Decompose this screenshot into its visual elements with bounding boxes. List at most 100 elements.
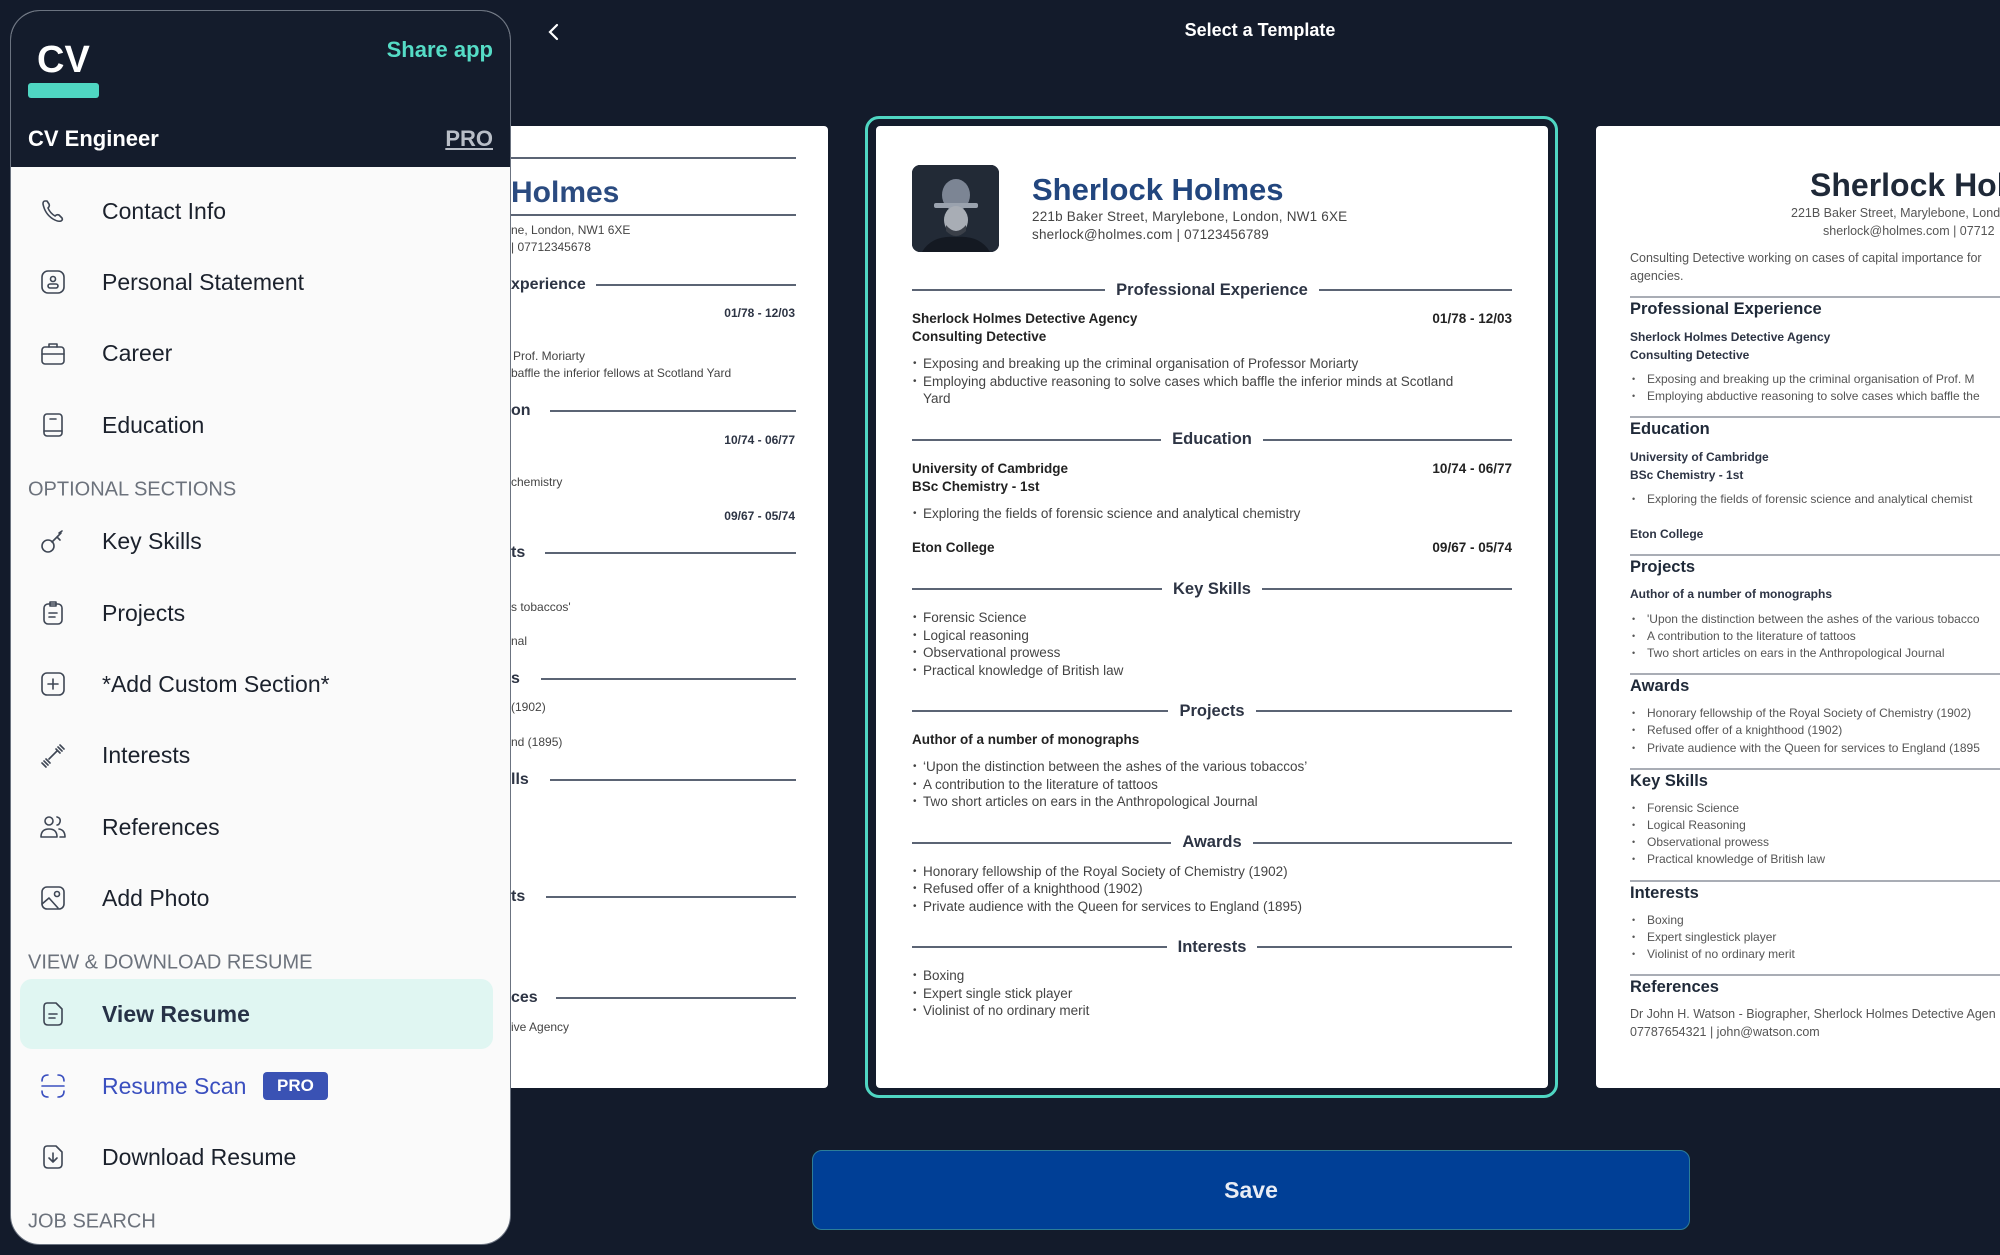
dumbbell-icon — [41, 744, 65, 768]
selected-template-border[interactable] — [865, 116, 1558, 1098]
school: University of Cambridge — [1630, 450, 1769, 465]
scan-icon — [41, 1074, 65, 1098]
summary: agencies. — [1630, 268, 1684, 283]
sidebar-item-label: Career — [102, 339, 173, 366]
download-icon — [43, 1145, 63, 1169]
sidebar-item-label: Resume Scan — [102, 1072, 247, 1099]
bullet: Exploring the fields of forensic science… — [912, 505, 1512, 523]
section-heading: s — [511, 670, 520, 687]
bullet: Expert singlestick player — [1630, 929, 2000, 946]
bullet: Logical Reasoning — [1630, 817, 2000, 834]
sidebar-item-contact-info[interactable]: Contact Info — [20, 176, 493, 246]
bullet: Practical knowledge of British law — [1630, 851, 2000, 868]
dates: 09/67 - 05/74 — [1432, 540, 1512, 555]
sidebar-item-key-skills[interactable]: Key Skills — [20, 506, 493, 576]
section-projects: Projects Author of a number of monograph… — [912, 700, 1512, 811]
bullet: ‘Upon the distinction between the ashes … — [912, 758, 1512, 776]
bullet-text: nal — [511, 634, 528, 648]
sidebar-item-label: View Resume — [102, 1000, 250, 1027]
clipboard-icon — [43, 601, 63, 625]
bullet: Practical knowledge of British law — [912, 662, 1512, 680]
section-label-view-download: VIEW & DOWNLOAD RESUME — [28, 951, 313, 974]
section-heading: Education — [1630, 420, 1710, 439]
phone-icon — [42, 200, 64, 223]
bullet-text: ive Agency — [511, 1020, 570, 1034]
share-app-link[interactable]: Share app — [386, 37, 493, 62]
sidebar-item-references[interactable]: References — [20, 792, 493, 862]
company: Sherlock Holmes Detective Agency — [1630, 330, 1831, 344]
section-education: Education University of Cambridge 10/74 -… — [912, 429, 1513, 558]
sidebar-item-personal-statement[interactable]: Personal Statement — [20, 247, 493, 317]
bullet: Two short articles on ears in the Anthro… — [1630, 645, 2000, 662]
back-chevron-icon[interactable] — [540, 18, 568, 46]
bullet: Private audience with the Queen for serv… — [1630, 740, 2000, 757]
bullet: Two short articles on ears in the Anthro… — [912, 793, 1512, 811]
company: Sherlock Holmes Detective Agency — [912, 311, 1138, 326]
bullet: Expert single stick player — [912, 985, 1512, 1003]
key-icon — [41, 530, 63, 553]
bullet: Violinist of no ordinary merit — [1630, 946, 2000, 963]
sidebar: CV Share app CV Engineer PRO Contact Inf… — [10, 10, 511, 1245]
sidebar-item-add-photo[interactable]: Add Photo — [20, 863, 493, 933]
bullet: A contribution to the literature of tatt… — [912, 776, 1512, 794]
sidebar-item-career[interactable]: Career — [20, 318, 493, 388]
bullet: Refused offer of a knighthood (1902) — [912, 880, 1512, 898]
save-button[interactable]: Save — [812, 1150, 1690, 1230]
section-label-optional: OPTIONAL SECTIONS — [28, 478, 237, 501]
sidebar-item-add-custom-section[interactable]: *Add Custom Section* — [20, 649, 493, 719]
sidebar-item-interests[interactable]: Interests — [20, 720, 493, 790]
sidebar-item-download-resume[interactable]: Download Resume — [20, 1122, 493, 1192]
project-title: Author of a number of monographs — [912, 732, 1140, 747]
section-awards: Awards Honorary fellowship of the Royal … — [912, 832, 1512, 916]
section-heading: on — [511, 402, 531, 419]
section-label-job-search: JOB SEARCH — [28, 1210, 156, 1233]
template-card-selected[interactable]: Sherlock Holmes 221b Baker Street, Maryl… — [876, 126, 1548, 1088]
dates: 01/78 - 12/03 — [1432, 311, 1512, 326]
resume-contact: | 07712345678 — [511, 240, 591, 254]
bullet: Private audience with the Queen for serv… — [912, 898, 1512, 916]
sidebar-item-education[interactable]: Education — [20, 390, 493, 460]
bullet: Forensic Science — [1630, 800, 2000, 817]
degree: BSc Chemistry - 1st — [912, 478, 1040, 494]
image-icon — [41, 886, 65, 910]
person-card-icon — [41, 270, 65, 294]
resume-name: Holmes — [511, 176, 620, 209]
date: 01/78 - 12/03 — [724, 306, 795, 320]
section-heading: ts — [511, 544, 526, 561]
section-heading: lls — [511, 771, 529, 788]
resume-name: Sherlock Holm — [1810, 167, 2000, 203]
bullet: Forensic Science — [912, 609, 1512, 627]
sidebar-item-label: *Add Custom Section* — [102, 670, 330, 697]
section-heading: Key Skills — [1173, 579, 1251, 598]
dates: 10/74 - 06/77 — [1432, 460, 1512, 476]
role: Consulting Detective — [912, 329, 1047, 344]
section-interests: Interests Boxing Expert single stick pla… — [912, 936, 1512, 1020]
sidebar-item-label: Contact Info — [102, 197, 227, 224]
date: 09/67 - 05/74 — [724, 509, 795, 523]
sidebar-item-projects[interactable]: Projects — [20, 578, 493, 648]
template-card-right[interactable]: Sherlock Holm 221B Baker Street, Maryleb… — [1596, 126, 2000, 1088]
app-name: CV Engineer — [28, 126, 159, 151]
bullet: Logical reasoning — [912, 627, 1512, 645]
bullet-text: baffle the inferior fellows at Scotland … — [511, 366, 732, 380]
sidebar-item-label: Add Photo — [102, 884, 210, 911]
app-logo: CV — [37, 39, 90, 81]
section-heading: Professional Experience — [1116, 280, 1308, 299]
section-heading: Professional Experience — [1630, 300, 1822, 318]
sidebar-item-label: References — [102, 813, 220, 840]
pro-link[interactable]: PRO — [445, 126, 493, 151]
bullet: A contribution to the literature of tatt… — [1630, 628, 2000, 645]
summary: Consulting Detective working on cases of… — [1630, 251, 1982, 265]
section-experience: Professional Experience Sherlock Holmes … — [912, 279, 1513, 408]
sidebar-item-label: Key Skills — [102, 527, 202, 554]
section-heading: ts — [511, 888, 526, 905]
resume-name: Sherlock Holmes — [1032, 172, 1284, 207]
bullet: Honorary fellowship of the Royal Society… — [1630, 705, 2000, 722]
bullet-text: s tobaccos' — [511, 600, 571, 614]
bullet: 'Upon the distinction between the ashes … — [1630, 611, 2000, 628]
sidebar-item-view-resume[interactable]: View Resume — [20, 979, 493, 1049]
section-heading: Key Skills — [1630, 771, 1708, 790]
bullet-text: Prof. Moriarty — [513, 349, 586, 363]
section-heading: Education — [1172, 430, 1252, 448]
sidebar-item-resume-scan[interactable]: Resume Scan PRO — [20, 1051, 493, 1121]
